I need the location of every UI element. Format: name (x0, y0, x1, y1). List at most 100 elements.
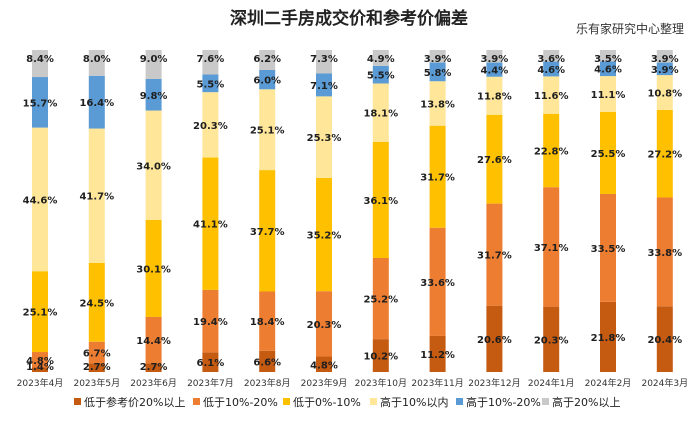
legend-label: 低于0%-10% (293, 396, 361, 409)
data-label: 3.6% (537, 54, 565, 65)
data-label: 31.7% (420, 173, 455, 184)
data-label: 25.5% (591, 149, 626, 160)
data-label: 11.2% (420, 350, 455, 361)
data-label: 11.1% (591, 90, 626, 101)
data-label: 6.7% (83, 349, 111, 360)
bar-segment (202, 289, 219, 353)
bar-segment (202, 92, 219, 158)
data-label: 37.7% (250, 227, 285, 238)
data-label: 34.0% (136, 161, 171, 172)
bar-segment (429, 125, 446, 228)
bar-segment (145, 78, 162, 111)
bars-layer (32, 50, 673, 372)
legend-label: 高于10%以内 (380, 395, 448, 409)
bar-segment (486, 114, 503, 204)
data-label: 2.7% (140, 362, 168, 373)
bar-segment (543, 50, 560, 62)
legend-label: 高于10%-20% (466, 395, 541, 409)
bar-segment (316, 96, 332, 178)
data-label: 33.5% (591, 244, 626, 255)
bar-segment (372, 50, 389, 66)
labels-layer: 1.4%4.8%25.1%44.6%15.7%8.4%2.7%6.7%24.5%… (23, 54, 683, 373)
data-label: 11.8% (477, 92, 512, 103)
data-label: 27.6% (477, 155, 512, 166)
bar-segment (259, 89, 276, 171)
bar-segment (656, 50, 673, 63)
bar-segment (429, 62, 446, 82)
legend: 低于参考价20%以上 低于10%-20% 低于0%-10% 高于10%以内 高于10%-… (74, 395, 620, 409)
data-label: 7.6% (197, 54, 225, 65)
bar-segment (486, 62, 503, 77)
data-label: 21.8% (591, 333, 626, 344)
data-label: 7.1% (310, 81, 338, 92)
data-label: 9.8% (140, 91, 168, 102)
data-label: 10.8% (647, 89, 682, 100)
bar-segment (429, 227, 446, 336)
legend-label: 高于20%以上 (552, 395, 620, 409)
data-label: 6.6% (253, 357, 281, 368)
data-label: 20.4% (647, 335, 682, 346)
bar-segment (372, 258, 389, 340)
bar-segment (486, 76, 503, 115)
data-label: 5.5% (367, 71, 395, 82)
data-label: 3.9% (424, 54, 452, 65)
data-label: 44.6% (23, 195, 58, 206)
data-label: 25.2% (363, 295, 398, 306)
bar-segment (259, 170, 276, 292)
data-label: 25.3% (307, 133, 342, 144)
bar-segment (316, 73, 332, 97)
data-label: 20.6% (477, 335, 512, 346)
data-label: 27.2% (647, 150, 682, 161)
bar-segment (600, 61, 616, 77)
x-tick-label: 2023年8月 (244, 377, 291, 389)
data-label: 36.1% (363, 196, 398, 207)
x-tick-label: 2023年10月 (355, 377, 407, 389)
x-axis: 2023年4月 2023年5月 2023年6月 2023年7月 2023年8月 2023年… (17, 377, 688, 389)
data-label: 41.7% (79, 192, 114, 203)
legend-label: 低于10%-20% (203, 396, 278, 409)
bar-segment (486, 305, 503, 372)
bar-segment (486, 50, 503, 63)
data-label: 6.2% (253, 54, 281, 65)
bar-segment (88, 262, 105, 342)
bar-segment (32, 367, 48, 372)
legend-label: 低于参考价20%以上 (84, 395, 185, 409)
bar-segment (372, 339, 389, 372)
bar-segment (202, 50, 219, 75)
bar-segment (32, 271, 48, 353)
bar-segment (656, 109, 673, 198)
data-label: 19.4% (193, 317, 228, 328)
data-label: 13.8% (420, 99, 455, 110)
bar-segment (600, 111, 616, 194)
bar-segment (145, 220, 162, 317)
data-label: 11.6% (534, 91, 569, 102)
data-label: 4.6% (594, 65, 622, 76)
data-label: 4.8% (310, 360, 338, 371)
data-label: 6.0% (253, 76, 281, 87)
bar-segment (543, 306, 560, 372)
bar-segment (316, 291, 332, 357)
x-tick-label: 2023年11月 (411, 377, 463, 389)
bar-segment (88, 363, 105, 372)
bar-segment (429, 81, 446, 126)
data-label: 4.8% (26, 356, 54, 367)
data-label: 6.1% (197, 358, 225, 369)
data-label: 22.8% (534, 146, 569, 157)
data-label: 18.4% (250, 317, 285, 328)
bar-segment (656, 197, 673, 307)
data-label: 9.0% (140, 54, 168, 65)
bar-segment (259, 350, 276, 372)
data-label: 31.7% (477, 251, 512, 262)
data-label: 24.5% (79, 298, 114, 309)
bar-segment (543, 76, 560, 114)
bar-segment (32, 352, 48, 368)
bar-segment (656, 75, 673, 110)
x-tick-label: 2024年2月 (585, 377, 632, 389)
bar-segment (32, 77, 48, 128)
bar-segment (600, 301, 616, 372)
legend-swatch (283, 398, 290, 405)
bar-segment (145, 110, 162, 221)
bar-segment (88, 128, 105, 263)
legend-swatch (456, 398, 463, 405)
